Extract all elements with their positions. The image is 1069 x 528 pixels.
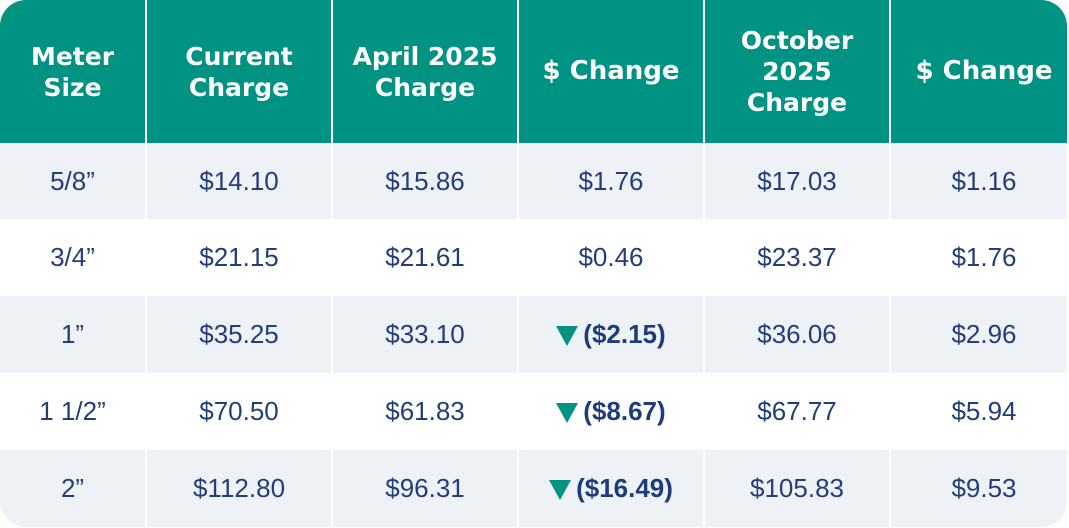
change-value: ($2.15) <box>583 319 666 349</box>
cell-april-charge: $96.31 <box>333 450 517 527</box>
cell-april-charge: $15.86 <box>333 143 517 219</box>
change-value: ($8.67) <box>583 396 666 426</box>
cell-change-april-decrease: ($16.49) <box>519 450 703 527</box>
cell-current-charge: $21.15 <box>147 219 331 296</box>
header-change-october: $ Change <box>891 0 1067 143</box>
cell-current-charge: $70.50 <box>147 373 331 450</box>
cell-meter-size: 1” <box>0 296 145 373</box>
down-triangle-icon <box>556 402 579 423</box>
cell-current-charge: $112.80 <box>147 450 331 527</box>
cell-october-charge: $17.03 <box>705 143 889 219</box>
down-triangle-icon <box>549 479 572 500</box>
header-april-2025-charge: April 2025 Charge <box>333 0 517 143</box>
cell-change-october: $1.16 <box>891 143 1067 219</box>
change-value: ($16.49) <box>576 473 673 503</box>
cell-october-charge: $36.06 <box>705 296 889 373</box>
cell-change-october: $2.96 <box>891 296 1067 373</box>
cell-change-october: $9.53 <box>891 450 1067 527</box>
cell-october-charge: $23.37 <box>705 219 889 296</box>
cell-meter-size: 3/4” <box>0 219 145 296</box>
cell-april-charge: $33.10 <box>333 296 517 373</box>
cell-change-april-decrease: ($8.67) <box>519 373 703 450</box>
cell-change-april: $0.46 <box>519 219 703 296</box>
cell-october-charge: $105.83 <box>705 450 889 527</box>
header-meter-size: Meter Size <box>0 0 145 143</box>
cell-change-october: $1.76 <box>891 219 1067 296</box>
cell-meter-size: 5/8” <box>0 143 145 219</box>
cell-meter-size: 1 1/2” <box>0 373 145 450</box>
cell-change-october: $5.94 <box>891 373 1067 450</box>
cell-current-charge: $14.10 <box>147 143 331 219</box>
cell-april-charge: $21.61 <box>333 219 517 296</box>
header-change-april: $ Change <box>519 0 703 143</box>
down-triangle-icon <box>556 325 579 346</box>
header-october-2025-charge: October 2025 Charge <box>705 0 889 143</box>
cell-current-charge: $35.25 <box>147 296 331 373</box>
cell-october-charge: $67.77 <box>705 373 889 450</box>
header-current-charge: Current Charge <box>147 0 331 143</box>
cell-change-april-decrease: ($2.15) <box>519 296 703 373</box>
cell-meter-size: 2” <box>0 450 145 527</box>
cell-april-charge: $61.83 <box>333 373 517 450</box>
cell-change-april: $1.76 <box>519 143 703 219</box>
